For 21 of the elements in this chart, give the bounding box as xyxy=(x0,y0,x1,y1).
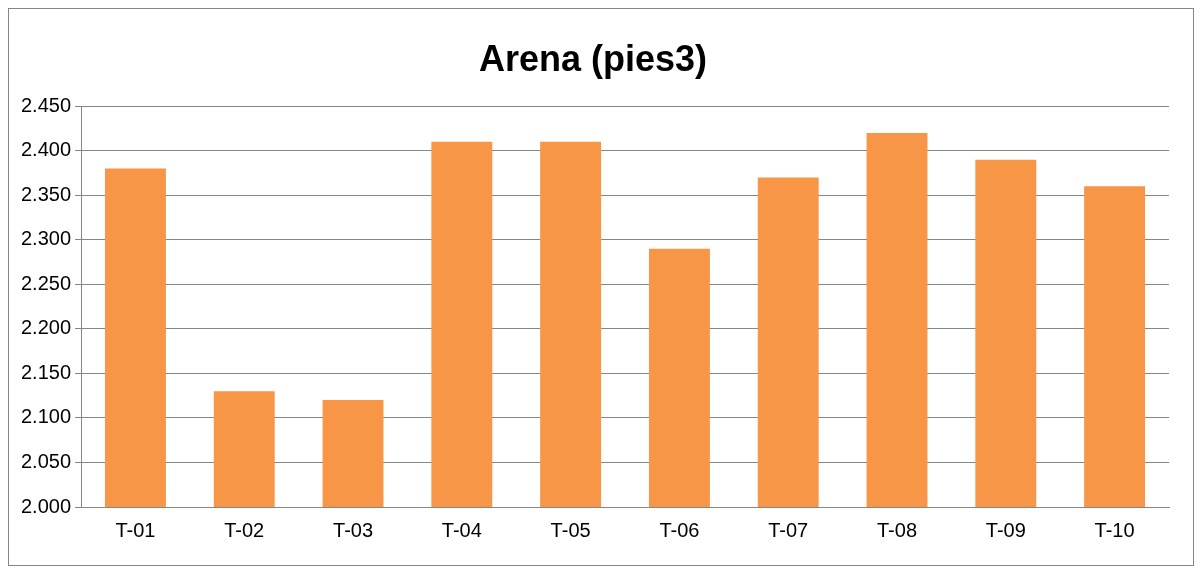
y-tick-label: 2.450 xyxy=(20,93,72,116)
y-tick-label: 2.400 xyxy=(20,138,72,161)
y-tick-label: 2.200 xyxy=(20,316,72,339)
chart-title: Arena (pies3) xyxy=(478,37,708,79)
x-tick-label: T-01 xyxy=(115,518,156,541)
y-tick-label: 2.150 xyxy=(20,360,72,383)
y-tick-label: 2.000 xyxy=(20,494,72,517)
x-tick-label: T-06 xyxy=(659,518,700,541)
y-tick-label: 2.100 xyxy=(20,405,72,428)
x-tick-label: T-05 xyxy=(550,518,591,541)
y-tick-label: 2.050 xyxy=(20,449,72,472)
x-tick-label: T-10 xyxy=(1094,518,1135,541)
x-tick-label: T-04 xyxy=(441,518,482,541)
y-tick-label: 2.300 xyxy=(20,227,72,250)
y-tick-label: 2.350 xyxy=(20,182,72,205)
x-tick-label: T-09 xyxy=(985,518,1026,541)
x-tick-label: T-07 xyxy=(768,518,809,541)
x-tick-label: T-02 xyxy=(224,518,265,541)
x-tick-label: T-08 xyxy=(877,518,918,541)
y-tick-label: 2.250 xyxy=(20,271,72,294)
x-tick-label: T-03 xyxy=(333,518,374,541)
